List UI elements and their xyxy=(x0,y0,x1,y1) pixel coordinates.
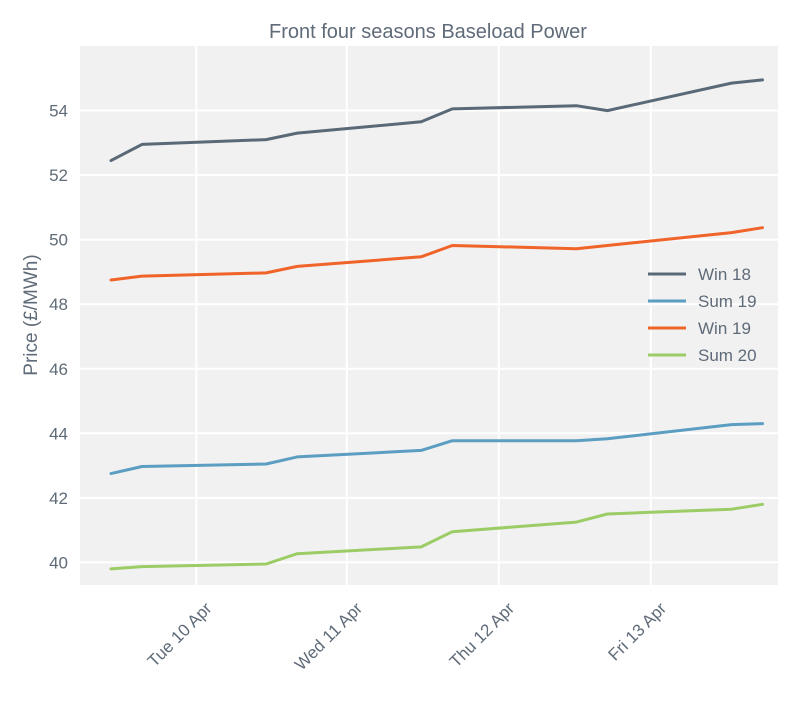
y-tick-label: 46 xyxy=(49,360,68,379)
y-axis-label: Price (£/MWh) xyxy=(21,254,42,375)
x-axis-ticks: Tue 10 Apr Wed 11 Apr Thu 12 Apr Fri 13 Apr xyxy=(144,599,671,674)
plot-area xyxy=(80,46,778,585)
series-line-sum-19 xyxy=(109,422,764,476)
y-tick-label: 44 xyxy=(49,424,68,443)
series-line-win-19 xyxy=(109,226,764,282)
x-tick-label: Thu 12 Apr xyxy=(446,599,518,671)
y-tick-label: 40 xyxy=(49,553,68,572)
x-tick-label: Wed 11 Apr xyxy=(291,599,366,674)
y-tick-label: 50 xyxy=(49,231,68,250)
y-axis-ticks: 40 42 44 46 48 50 52 54 xyxy=(49,102,68,573)
legend-label: Sum 19 xyxy=(698,292,757,311)
y-tick-label: 42 xyxy=(49,489,68,508)
x-tick-label: Fri 13 Apr xyxy=(605,599,671,665)
series-layer xyxy=(109,78,764,571)
legend-label: Win 19 xyxy=(698,319,751,338)
grid-layer xyxy=(80,46,778,585)
legend-label: Sum 20 xyxy=(698,346,757,365)
y-tick-label: 54 xyxy=(49,102,68,121)
legend-label: Win 18 xyxy=(698,265,751,284)
y-tick-label: 52 xyxy=(49,166,68,185)
chart-title: Front four seasons Baseload Power xyxy=(269,21,587,43)
legend: Win 18 Sum 19 Win 19 Sum 20 xyxy=(648,265,757,365)
series-line-sum-20 xyxy=(109,502,764,571)
x-tick-label: Tue 10 Apr xyxy=(144,599,216,671)
series-line-win-18 xyxy=(109,78,764,163)
y-tick-label: 48 xyxy=(49,295,68,314)
